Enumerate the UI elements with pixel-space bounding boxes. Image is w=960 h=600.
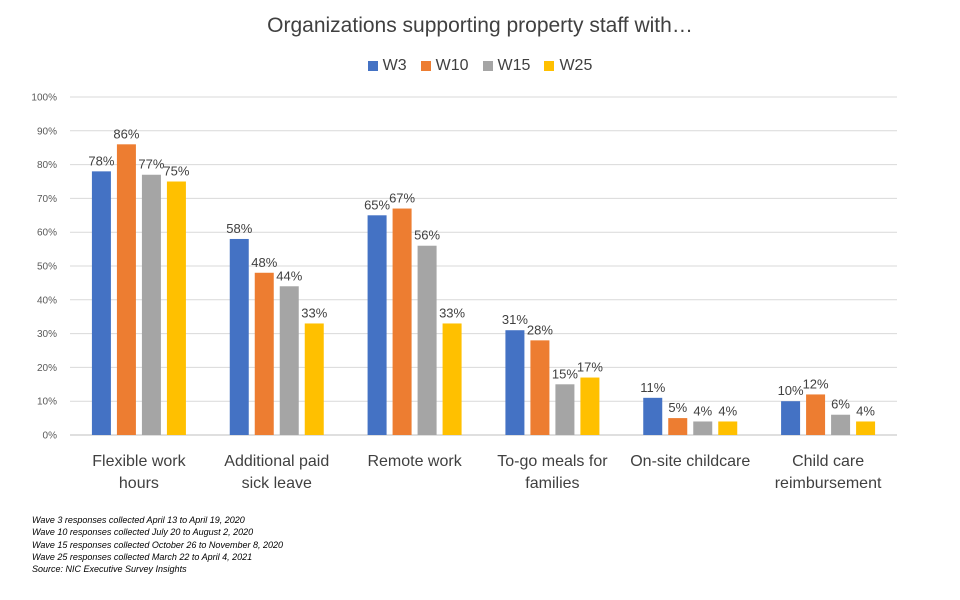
bar-w3 [367, 215, 387, 435]
y-tick-label: 0% [43, 431, 58, 442]
footnote-wave3: Wave 3 responses collected April 13 to A… [32, 515, 245, 525]
data-label: 86% [113, 126, 139, 141]
legend-item-w25: W25 [544, 57, 592, 75]
category-label-line: families [525, 475, 579, 492]
bar-w25 [304, 323, 324, 435]
bar-w3 [781, 401, 801, 435]
y-tick-label: 10% [37, 397, 57, 408]
legend-swatch [420, 61, 431, 71]
y-tick-label: 50% [37, 262, 57, 273]
legend-swatch [482, 61, 493, 71]
data-label: 56% [414, 228, 440, 243]
data-label: 67% [389, 191, 415, 206]
category-label-line: Additional paid [224, 453, 329, 470]
data-label: 78% [88, 153, 114, 168]
data-label: 33% [439, 305, 465, 320]
y-tick-label: 30% [37, 329, 57, 340]
footnote-wave25: Wave 25 responses collected March 22 to … [32, 551, 253, 562]
data-label: 12% [803, 376, 829, 391]
data-label: 4% [856, 403, 875, 418]
bar-w10 [668, 418, 688, 435]
data-label: 44% [276, 268, 302, 283]
bar-w3 [505, 330, 525, 435]
footnote-wave15: Wave 15 responses collected October 26 t… [32, 539, 283, 550]
bar-w10 [392, 208, 412, 435]
y-tick-label: 100% [31, 93, 57, 104]
data-label: 77% [138, 157, 164, 172]
bar-w15 [555, 384, 575, 435]
y-tick-label: 40% [37, 295, 57, 306]
chart-plot: 0% 10% 20% 30% 40% 50% 60% 70% 80% 90% 100% 78% 86% 7… [31, 93, 897, 492]
category-label-line: Child care [792, 453, 864, 470]
data-label: 58% [226, 221, 252, 236]
bar-w10 [254, 272, 274, 435]
bar-w3 [229, 238, 249, 435]
category-label: Remote work [367, 453, 462, 470]
footnote-wave10: Wave 10 responses collected July 20 to A… [32, 527, 254, 538]
category-label-line: hours [119, 475, 159, 492]
data-label: 28% [527, 322, 553, 337]
data-label: 31% [502, 312, 528, 327]
bar-w15 [417, 245, 437, 435]
legend-swatch [367, 61, 378, 71]
y-tick-label: 80% [37, 160, 57, 171]
bar-w25 [166, 181, 186, 435]
bar-w10 [116, 144, 136, 435]
bar-w15 [831, 414, 851, 435]
data-label: 65% [364, 197, 390, 212]
category-label-line: reimbursement [775, 475, 882, 492]
bar-w25 [442, 323, 462, 435]
data-label: 48% [251, 255, 277, 270]
footnote-source: Source: NIC Executive Survey Insights [32, 564, 187, 575]
bar-w25 [718, 421, 738, 435]
bar-w10 [806, 394, 826, 435]
y-tick-label: 20% [37, 363, 57, 374]
legend-item-w3: W3 [367, 57, 407, 75]
data-label: 4% [718, 403, 737, 418]
category-label-line: Flexible work [92, 453, 186, 470]
bar-w15 [141, 174, 161, 436]
legend-item-w10: W10 [420, 57, 469, 75]
bar-w15 [279, 286, 299, 435]
bar-w3 [91, 171, 111, 436]
data-label: 15% [552, 366, 578, 381]
category-label-line: sick leave [242, 475, 312, 492]
bar-w3 [643, 397, 663, 435]
bar-w25 [580, 377, 600, 435]
data-label: 6% [831, 397, 850, 412]
data-label: 4% [693, 403, 712, 418]
category-label: To-go meals for families [497, 453, 608, 492]
category-label: Child care reimbursement [775, 453, 882, 492]
y-tick-label: 90% [37, 126, 57, 137]
data-label: 5% [668, 400, 687, 415]
bar-w15 [693, 421, 713, 435]
category-label: Additional paid sick leave [224, 453, 329, 492]
y-tick-label: 60% [37, 228, 57, 239]
category-label-line: To-go meals for [497, 453, 608, 470]
legend-label: W15 [497, 57, 531, 74]
footnotes: Wave 3 responses collected April 13 to A… [32, 514, 283, 575]
data-label: 10% [778, 383, 804, 398]
legend-label: W3 [382, 57, 407, 74]
y-tick-label: 70% [37, 194, 57, 205]
chart-title: Organizations supporting property staff … [267, 14, 693, 37]
legend-label: W25 [559, 57, 593, 74]
category-label: On-site childcare [630, 453, 750, 470]
legend-label: W10 [435, 57, 469, 74]
category-label-line: On-site childcare [630, 453, 750, 470]
data-label: 11% [640, 380, 665, 395]
data-label: 17% [577, 360, 603, 375]
category-label-line: Remote work [367, 453, 462, 470]
bar-w10 [530, 340, 550, 435]
bar-w25 [856, 421, 876, 435]
legend-swatch [544, 61, 555, 71]
data-label: 33% [301, 305, 327, 320]
data-label: 75% [163, 164, 189, 179]
legend-item-w15: W15 [482, 57, 531, 75]
legend: W3 W10 W15 W25 [0, 57, 960, 75]
category-label: Flexible work hours [92, 453, 186, 492]
